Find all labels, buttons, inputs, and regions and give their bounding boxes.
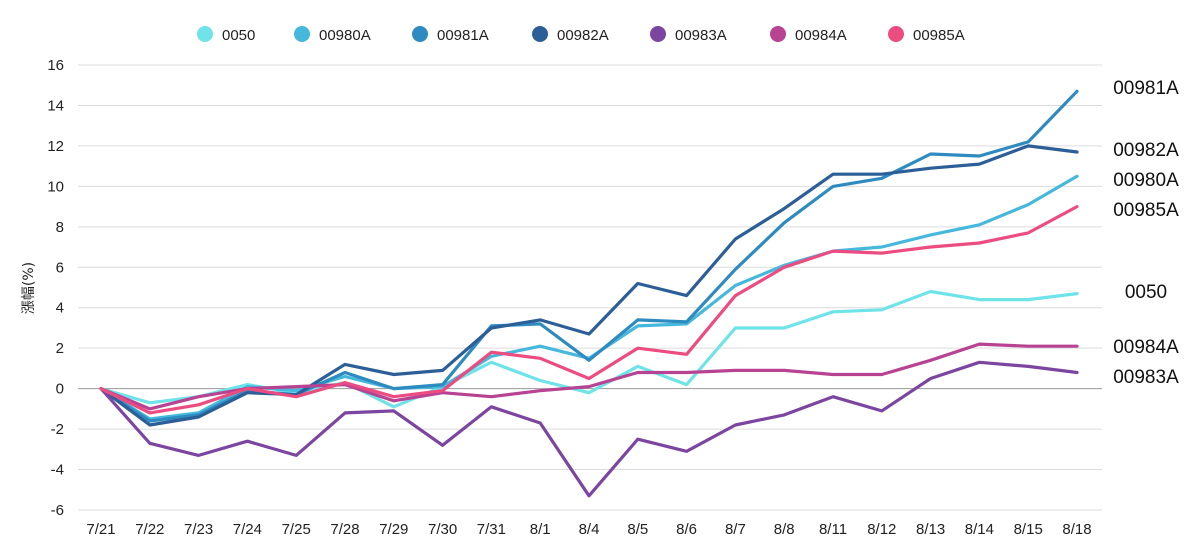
- legend-label: 00984A: [795, 27, 847, 44]
- legend-item-00981A[interactable]: 00981A: [412, 26, 489, 44]
- x-tick-label: 8/15: [1014, 521, 1043, 538]
- x-tick-label: 7/29: [379, 521, 408, 538]
- legend-label: 00982A: [557, 27, 609, 44]
- legend-label: 00983A: [675, 27, 727, 44]
- y-axis-title: 漲幅(%): [21, 262, 37, 314]
- series-line-00985A: [99, 205, 1079, 415]
- series-lines: [99, 89, 1079, 498]
- legend-item-00980A[interactable]: 00980A: [294, 26, 371, 44]
- x-tick-label: 7/22: [135, 521, 164, 538]
- grid-lines: [78, 64, 1102, 511]
- y-tick-label: -4: [51, 462, 64, 479]
- x-tick-label: 7/28: [330, 521, 359, 538]
- end-label-00980A: 00980A: [1113, 170, 1179, 191]
- legend-marker: [412, 26, 428, 42]
- legend[interactable]: 0050 00980A 00981A 00982A 00983A 00984A 00985A: [197, 26, 965, 44]
- legend-label: 0050: [222, 27, 255, 44]
- x-tick-label: 7/24: [233, 521, 262, 538]
- legend-marker: [532, 26, 548, 42]
- legend-item-00984A[interactable]: 00984A: [770, 26, 847, 44]
- series-line-00982A: [99, 144, 1079, 427]
- legend-label: 00980A: [319, 27, 371, 44]
- y-axis: -6 -4 -2 0 2 4 6 8 10 12 14 16: [47, 57, 64, 519]
- end-label-00982A: 00982A: [1113, 140, 1179, 161]
- x-tick-label: 7/31: [477, 521, 506, 538]
- legend-item-00982A[interactable]: 00982A: [532, 26, 609, 44]
- y-tick-label: 8: [56, 219, 64, 236]
- legend-label: 00981A: [437, 27, 489, 44]
- x-tick-label: 8/4: [579, 521, 600, 538]
- y-tick-label: -2: [51, 421, 64, 438]
- legend-marker: [888, 26, 904, 42]
- legend-marker: [650, 26, 666, 42]
- y-tick-label: 4: [56, 300, 64, 317]
- x-tick-label: 8/12: [867, 521, 896, 538]
- y-tick-label: 6: [56, 259, 64, 276]
- x-tick-label: 8/7: [725, 521, 746, 538]
- x-tick-label: 8/6: [676, 521, 697, 538]
- y-tick-label: 16: [47, 57, 64, 74]
- x-tick-label: 8/1: [530, 521, 551, 538]
- y-tick-label: -6: [51, 502, 64, 519]
- series-line-00983A: [99, 360, 1079, 498]
- legend-marker: [770, 26, 786, 42]
- y-tick-label: 0: [56, 381, 64, 398]
- y-tick-label: 10: [47, 178, 64, 195]
- y-tick-label: 12: [47, 138, 64, 155]
- y-tick-label: 14: [47, 97, 64, 114]
- end-label-00983A: 00983A: [1113, 367, 1179, 388]
- end-label-0050: 0050: [1125, 282, 1167, 303]
- legend-marker: [294, 26, 310, 42]
- x-tick-label: 8/18: [1062, 521, 1091, 538]
- end-label-00984A: 00984A: [1113, 337, 1179, 358]
- x-tick-label: 8/5: [627, 521, 648, 538]
- y-tick-label: 2: [56, 340, 64, 357]
- x-tick-label: 8/8: [774, 521, 795, 538]
- x-tick-label: 8/11: [819, 521, 847, 538]
- x-tick-label: 7/30: [428, 521, 457, 538]
- x-tick-label: 8/13: [916, 521, 945, 538]
- legend-item-00985A[interactable]: 00985A: [888, 26, 965, 44]
- x-axis: 7/21 7/22 7/23 7/24 7/25 7/28 7/29 7/30 7/31 8/1 8…: [86, 521, 1091, 538]
- end-label-00985A: 00985A: [1113, 200, 1179, 221]
- legend-item-0050[interactable]: 0050: [197, 26, 255, 44]
- x-tick-label: 7/21: [86, 521, 115, 538]
- legend-item-00983A[interactable]: 00983A: [650, 26, 727, 44]
- series-line-00981A: [99, 89, 1079, 423]
- legend-marker: [197, 26, 213, 42]
- end-label-00981A: 00981A: [1113, 78, 1179, 99]
- end-labels: 0050 00980A 00981A 00982A 00983A 00984A 00985A: [1113, 78, 1179, 388]
- x-tick-label: 7/25: [282, 521, 311, 538]
- legend-label: 00985A: [913, 27, 965, 44]
- x-tick-label: 8/14: [965, 521, 994, 538]
- x-tick-label: 7/23: [184, 521, 213, 538]
- series-line-00980A: [99, 174, 1079, 421]
- series-line-00984A: [99, 342, 1079, 411]
